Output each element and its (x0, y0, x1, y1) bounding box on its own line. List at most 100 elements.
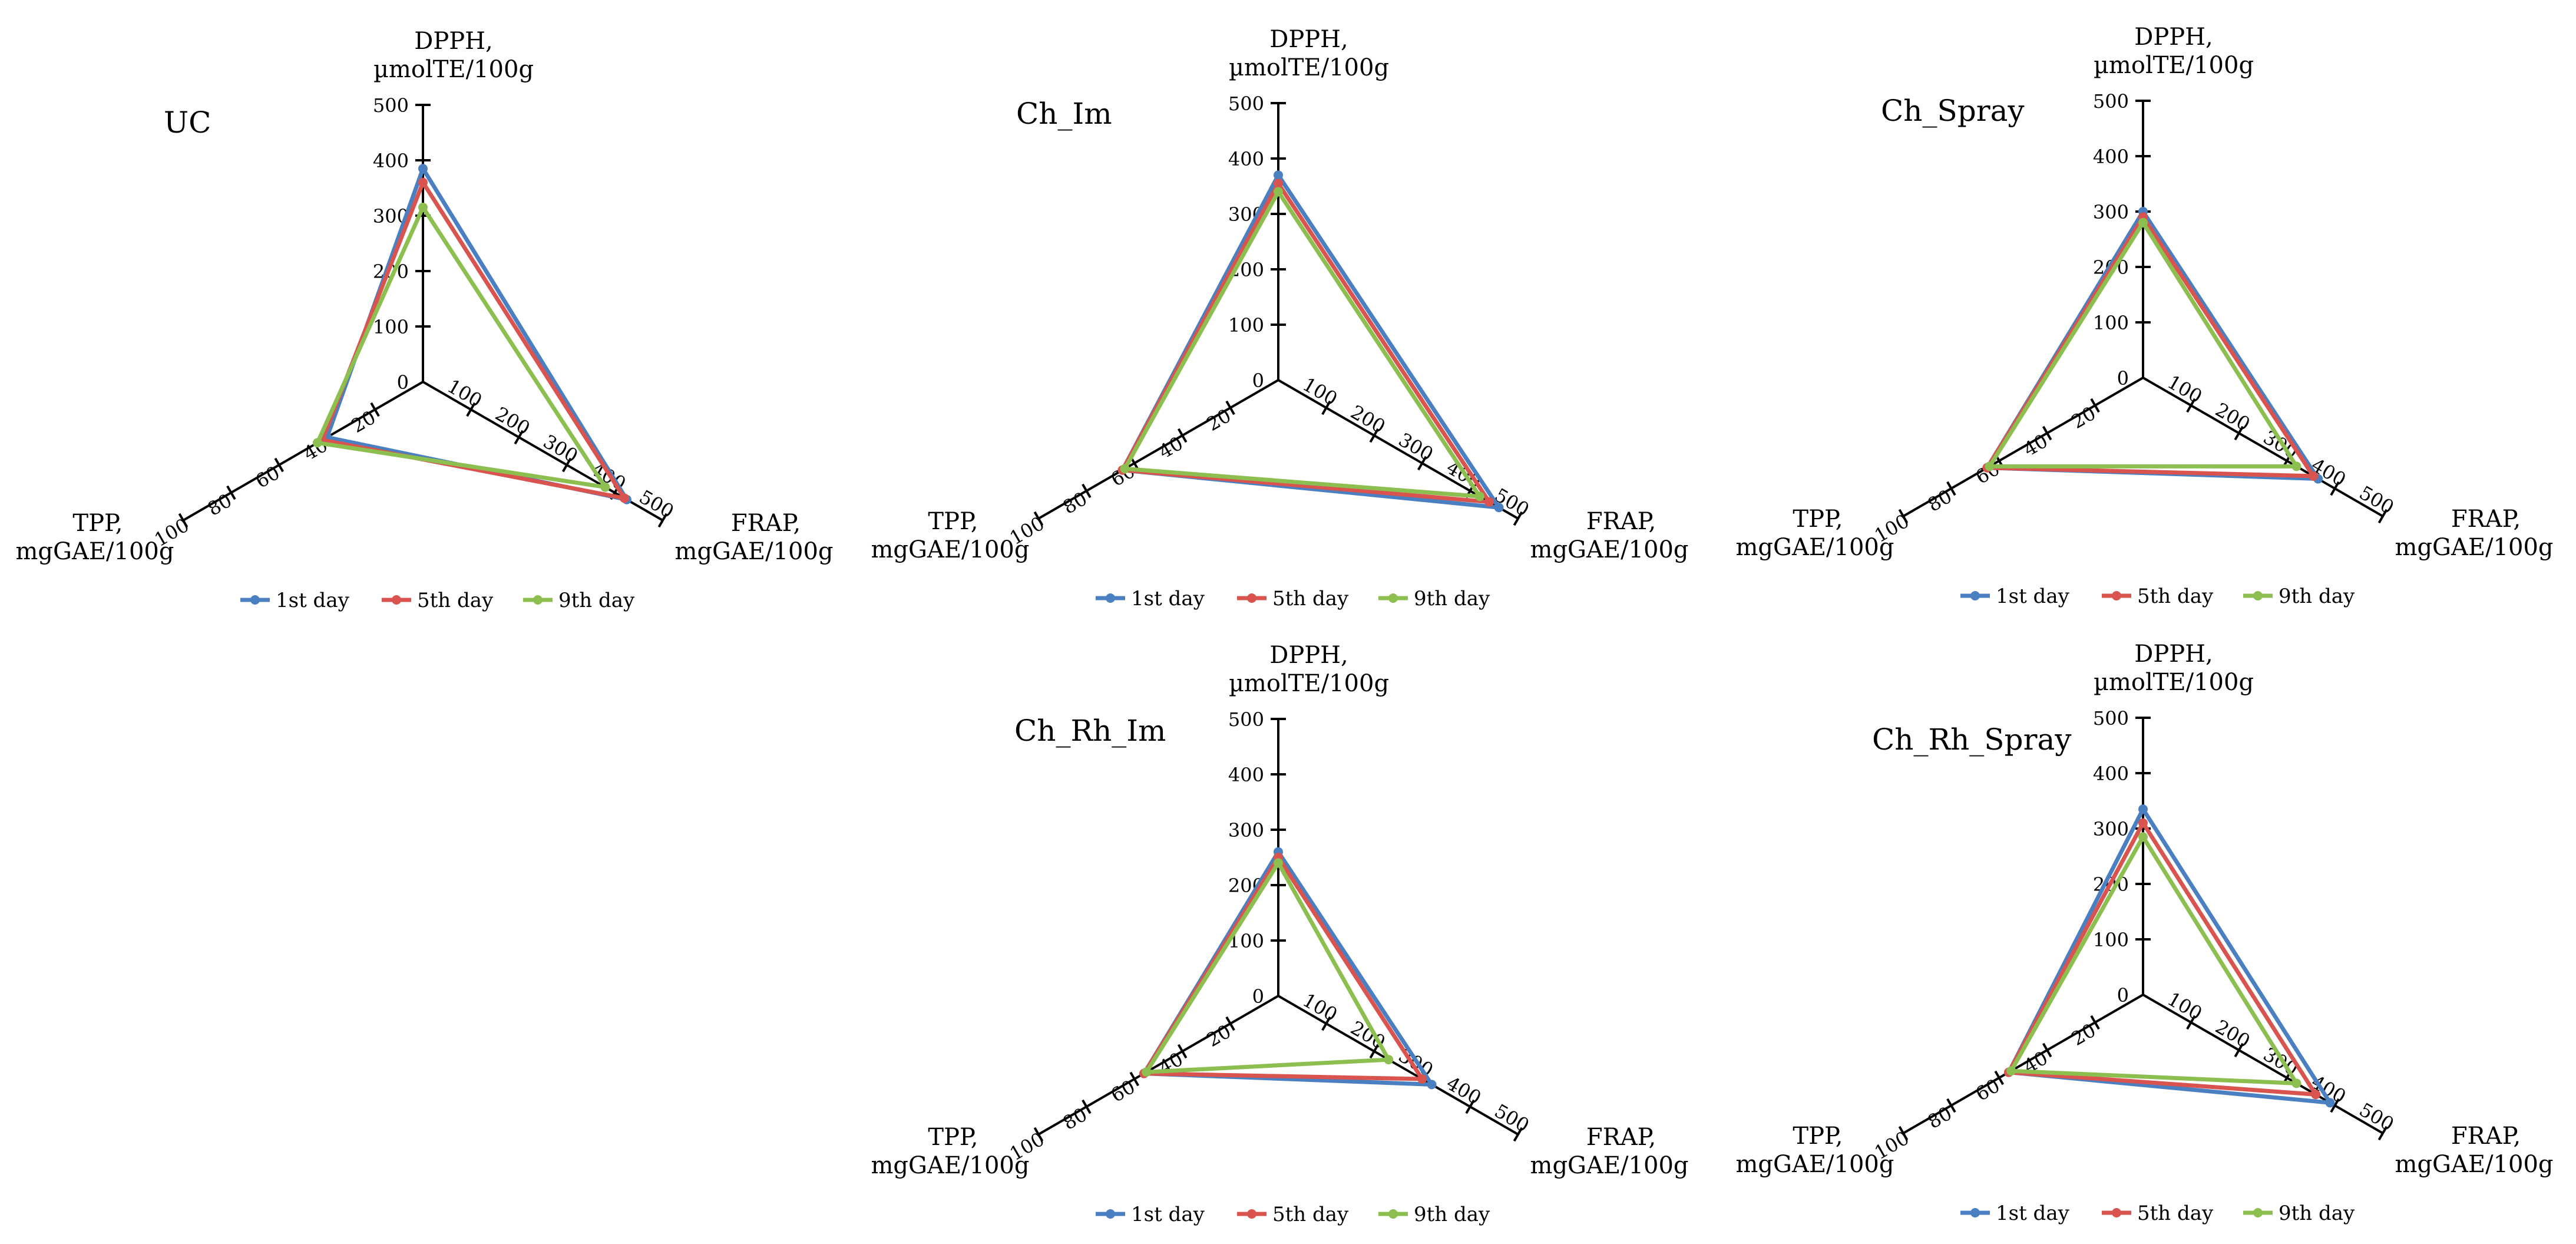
tick-mark (2330, 1098, 2340, 1113)
tick-mark (1082, 1099, 1092, 1114)
tick-label: 0 (397, 371, 409, 394)
tick-label: 0 (2117, 984, 2129, 1007)
tick-mark (1994, 1070, 2005, 1085)
tick-mark (1369, 428, 1380, 443)
tick-mark (1946, 481, 1956, 496)
axis-line (182, 381, 424, 522)
data-point (600, 482, 610, 492)
radar-panel: UC0100200300400500DPPH,µmolTE/100g100200… (15, 28, 833, 612)
axis-title: DPPH, (414, 28, 493, 55)
data-point (1274, 179, 1283, 189)
tick-mark (2186, 1015, 2196, 1030)
legend-label: 5th day (2137, 585, 2214, 608)
axis-title: FRAP, (731, 510, 801, 537)
data-point (1494, 503, 1504, 513)
tick-mark (2090, 398, 2100, 413)
tick-mark (1129, 1071, 1140, 1087)
data-point (2308, 471, 2318, 481)
data-point (1274, 187, 1283, 197)
tick-label: 0 (2117, 367, 2129, 390)
axis-title: mgGAE/100g (2395, 1151, 2554, 1178)
panel-title: Ch_Spray (1881, 94, 2025, 128)
legend-label: 9th day (558, 589, 635, 612)
legend-marker (1247, 593, 1256, 603)
axis-title: FRAP, (1586, 508, 1656, 535)
data-point (1427, 1080, 1437, 1090)
tick-mark (1177, 1044, 1188, 1059)
series-line (1120, 173, 1501, 510)
legend-marker (2253, 1208, 2263, 1217)
axis-title: FRAP, (1586, 1124, 1656, 1151)
tick-mark (1946, 1098, 1956, 1113)
legend-marker (1388, 593, 1398, 603)
tick-mark (1898, 509, 1909, 524)
tick-mark (1465, 1099, 1475, 1114)
series-line (1987, 220, 2299, 468)
tick-label: 100 (1228, 314, 1264, 336)
tick-mark (2042, 425, 2052, 441)
legend-marker (533, 595, 543, 605)
tick-label: 500 (2093, 707, 2129, 730)
axis-title: FRAP, (2451, 506, 2521, 533)
radar-panel: Ch_Im0100200300400500DPPH,µmolTE/100g100… (871, 26, 1688, 611)
legend-label: 9th day (2279, 1202, 2355, 1225)
legend-marker (2253, 591, 2263, 600)
legend-marker (392, 595, 401, 605)
tick-mark (1898, 1126, 1909, 1141)
tick-label: 500 (2093, 90, 2129, 113)
series-line (1142, 855, 1424, 1081)
series-line (1144, 860, 1391, 1074)
tick-mark (1033, 511, 1044, 526)
axis-title: µmolTE/100g (1229, 54, 1389, 81)
data-point (418, 164, 428, 174)
data-point (1474, 491, 1484, 501)
data-point (418, 177, 428, 187)
tick-mark (1321, 1016, 1331, 1031)
data-point (312, 438, 322, 448)
axis-title: mgGAE/100g (15, 538, 174, 565)
series-line (315, 205, 607, 490)
panel-title: Ch_Rh_Im (1014, 714, 1166, 748)
axis-title: µmolTE/100g (2094, 52, 2254, 79)
tick-label: 100 (2093, 312, 2129, 334)
tick-mark (2377, 1126, 2388, 1141)
tick-label: 400 (2093, 146, 2129, 168)
axis-title: TPP, (928, 1124, 978, 1151)
data-point (2291, 1078, 2301, 1088)
data-point (2311, 1090, 2321, 1100)
axis-line (1037, 379, 1279, 520)
tick-mark (514, 430, 524, 445)
legend-label: 1st day (276, 589, 350, 612)
tick-label: 100 (2093, 929, 2129, 951)
tick-label: 500 (373, 94, 409, 117)
data-point (619, 493, 629, 503)
axis-title: µmolTE/100g (373, 56, 534, 83)
radar-panel: Ch_Rh_Spray0100200300400500DPPH,µmolTE/1… (1735, 641, 2553, 1225)
axis-title: mgGAE/100g (1530, 1152, 1689, 1179)
data-point (1985, 461, 1995, 471)
tick-label: 400 (2093, 763, 2129, 785)
panel-title: UC (164, 105, 211, 140)
tick-label: 400 (1228, 764, 1264, 786)
axis-title: FRAP, (2451, 1123, 2521, 1150)
tick-mark (1513, 511, 1523, 526)
legend-marker (2112, 591, 2121, 600)
legend-marker (1247, 1209, 1256, 1219)
series-line (2006, 821, 2318, 1097)
data-point (1120, 464, 1130, 474)
axis-title: TPP, (928, 508, 978, 535)
tick-mark (274, 457, 285, 473)
data-point (2291, 461, 2301, 471)
tick-mark (2234, 1042, 2244, 1058)
legend-marker (1970, 1208, 1980, 1217)
axis-line (2142, 377, 2384, 517)
tick-mark (1321, 400, 1331, 415)
legend-label: 1st day (1131, 1203, 1205, 1226)
legend-label: 5th day (1272, 1203, 1349, 1226)
legend-label: 5th day (2137, 1202, 2214, 1225)
tick-label: 300 (1228, 819, 1264, 842)
legend-label: 5th day (417, 589, 494, 612)
tick-mark (1417, 456, 1427, 471)
axis-line (1037, 995, 1279, 1136)
